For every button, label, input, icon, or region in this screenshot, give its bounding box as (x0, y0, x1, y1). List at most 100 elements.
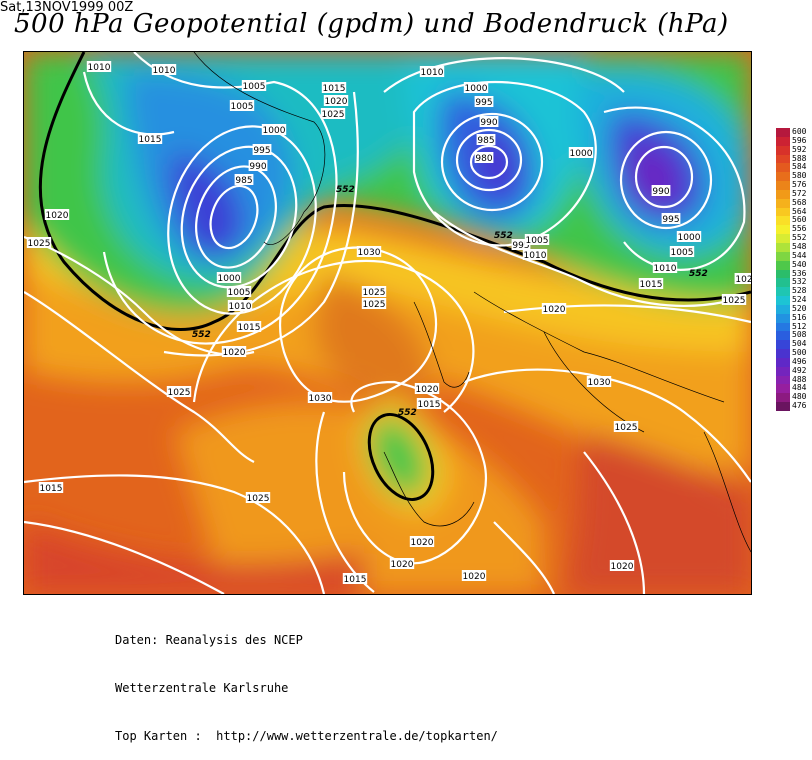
svg-text:1020: 1020 (411, 538, 434, 548)
isobar-label: 1020 (323, 95, 349, 107)
legend-swatch (776, 242, 790, 252)
isobar-label: 990 (479, 116, 499, 128)
svg-text:1005: 1005 (243, 82, 266, 92)
isobar-label: 1000 (261, 124, 287, 136)
legend-row: 576 (776, 180, 812, 190)
color-legend: 600 596 592 588 584 580 576 572 568 564 560 556 552 5… (776, 127, 812, 411)
isobar-label: 1005 (229, 100, 255, 112)
legend-row: 588 (776, 154, 812, 164)
legend-row: 560 (776, 215, 812, 226)
legend-row: 504 (776, 339, 812, 350)
isobar-label: 1015 (137, 133, 163, 145)
svg-text:985: 985 (477, 136, 494, 146)
isobar-label: 1030 (356, 246, 382, 258)
svg-text:1000: 1000 (218, 274, 241, 284)
legend-swatch (776, 154, 790, 164)
isobar-label: 1030 (586, 376, 612, 388)
svg-text:1020: 1020 (325, 97, 348, 107)
footer-url[interactable]: Top Karten : http://www.wetterzentrale.d… (115, 729, 498, 743)
isobar-label: 1015 (342, 573, 368, 585)
legend-level-label: 544 (792, 250, 807, 260)
legend-level-label: 524 (792, 295, 807, 305)
svg-text:1020: 1020 (391, 560, 414, 570)
legend-row: 544 (776, 250, 812, 261)
isobar-label: 1000 (463, 82, 489, 94)
isobar-label: 995 (474, 96, 494, 108)
legend-row: 496 (776, 357, 812, 367)
legend-row: 532 (776, 277, 812, 288)
geopotential-552-contour (38, 52, 751, 501)
legend-swatch (776, 260, 790, 270)
legend-level-label: 548 (792, 241, 807, 251)
map-title: 500 hPa Geopotential (gpdm) und Bodendru… (14, 9, 729, 39)
legend-swatch (776, 128, 790, 137)
legend-level-label: 568 (792, 197, 807, 207)
legend-level-label: 512 (792, 321, 807, 331)
isobar-label: 1010 (86, 61, 112, 73)
svg-text:990: 990 (480, 118, 497, 128)
legend-level-label: 596 (792, 135, 807, 145)
svg-text:1020: 1020 (543, 305, 566, 315)
footer-data-source: Daten: Reanalysis des NCEP (115, 633, 303, 647)
svg-text:1010: 1010 (153, 66, 176, 76)
legend-row: 516 (776, 313, 812, 323)
geopotential-label: 552 (494, 231, 513, 241)
svg-text:1020: 1020 (416, 385, 439, 395)
svg-text:1020: 1020 (611, 562, 634, 572)
isobar-label: 1020 (389, 558, 415, 570)
legend-swatch (776, 136, 790, 146)
legend-swatch (776, 357, 790, 367)
svg-text:1015: 1015 (323, 84, 346, 94)
geopotential-label: 552 (689, 269, 708, 279)
legend-level-label: 552 (792, 233, 807, 243)
legend-row: 580 (776, 171, 812, 182)
svg-text:980: 980 (475, 154, 492, 164)
legend-level-label: 520 (792, 303, 807, 313)
isobar-label: 990 (651, 185, 671, 197)
legend-row: 572 (776, 188, 812, 199)
legend-level-label: 504 (792, 339, 807, 349)
svg-text:985: 985 (235, 176, 252, 186)
legend-row: 584 (776, 162, 812, 173)
isobar-labels: 1010 1010 1005 1005 1015 1020 1025 1000 995 990 98… (26, 61, 751, 585)
isobar-label: 995 (661, 213, 681, 225)
legend-swatch (776, 366, 790, 376)
isobar-label: 1000 (216, 272, 242, 284)
isobar-label: 1015 (236, 321, 262, 333)
svg-text:102: 102 (735, 275, 751, 285)
svg-text:1010: 1010 (88, 63, 111, 73)
isobar-label: 995 (511, 239, 531, 251)
isobar-label: 980 (474, 152, 494, 164)
svg-text:990: 990 (652, 187, 669, 197)
svg-text:1030: 1030 (358, 248, 381, 258)
legend-level-label: 508 (792, 330, 807, 340)
legend-swatch (776, 181, 790, 190)
legend-row: 520 (776, 303, 812, 314)
isobar-label: 1025 (721, 294, 747, 306)
isobar-label: 1015 (638, 278, 664, 290)
svg-text:1000: 1000 (263, 126, 286, 136)
legend-row: 484 (776, 383, 812, 394)
isobar-label: 1015 (321, 82, 347, 94)
isobar-label: 1025 (26, 237, 52, 249)
legend-row: 564 (776, 207, 812, 217)
isobar-label: 1010 (522, 249, 548, 261)
isobar-label: 1020 (221, 346, 247, 358)
isobar-label: 1025 (245, 492, 271, 504)
legend-row: 508 (776, 330, 812, 341)
legend-level-label: 572 (792, 188, 807, 198)
isobar-label: 1025 (320, 108, 346, 120)
legend-swatch (776, 393, 790, 403)
isobar-label: 102 (734, 273, 751, 285)
svg-text:1025: 1025 (28, 239, 51, 249)
isobar-label: 1005 (669, 246, 695, 258)
legend-swatch (776, 331, 790, 341)
legend-swatch (776, 216, 790, 226)
legend-row: 548 (776, 241, 812, 252)
weather-map: 1010 1010 1005 1005 1015 1020 1025 1000 995 990 98… (23, 51, 752, 595)
legend-level-label: 576 (792, 180, 807, 190)
footer-organization: Wetterzentrale Karlsruhe (115, 681, 289, 695)
isobar-label: 1010 (419, 66, 445, 78)
legend-level-label: 480 (792, 392, 807, 402)
isobar-label: 1020 (541, 303, 567, 315)
